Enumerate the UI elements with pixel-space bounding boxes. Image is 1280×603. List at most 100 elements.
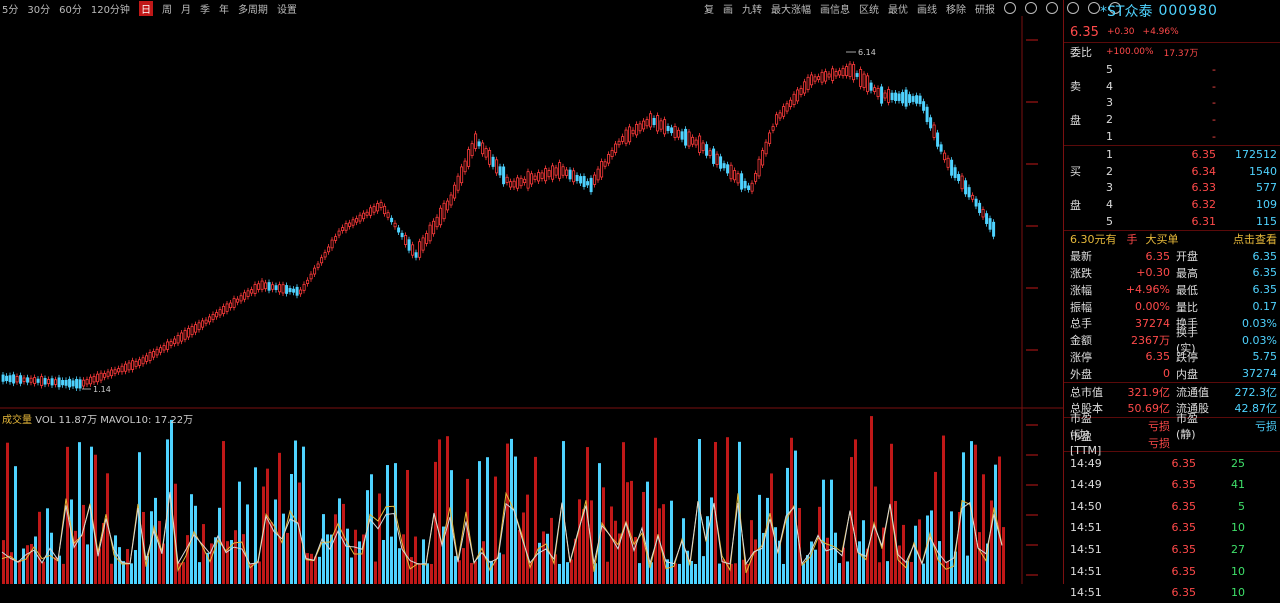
- volume-bar: [806, 555, 809, 584]
- candle-body: [586, 181, 590, 186]
- candle-body: [418, 241, 422, 258]
- volume-bar: [502, 554, 505, 584]
- tick-volume: 10: [1231, 586, 1245, 600]
- volume-bar: [434, 461, 437, 584]
- candle-body: [180, 332, 184, 342]
- volume-bar: [26, 545, 29, 584]
- candle-body: [211, 314, 215, 320]
- period-tab[interactable]: 120分钟: [90, 4, 130, 16]
- tool-button[interactable]: 最优: [888, 4, 908, 16]
- volume-bar: [934, 471, 937, 584]
- tool-button[interactable]: 画: [723, 4, 733, 16]
- candle-body: [344, 223, 348, 231]
- stat-row: 市盈(动) 亏损 市盈(静) 亏损: [1064, 412, 1280, 441]
- volume-bar: [702, 556, 705, 584]
- volume-bar: [630, 480, 633, 584]
- tool-button[interactable]: 画信息: [820, 4, 850, 16]
- candle-body: [481, 142, 485, 155]
- volume-bar: [34, 536, 37, 584]
- stat-row: 总股本 50.69亿 流通股 42.87亿: [1064, 400, 1280, 417]
- tool-button[interactable]: 移除: [946, 4, 966, 16]
- candle-body: [733, 170, 737, 181]
- period-tab[interactable]: 60分: [59, 4, 82, 16]
- weibi-value: +100.00%: [1106, 47, 1154, 57]
- stat-label: 涨幅: [1070, 283, 1092, 297]
- tool-button[interactable]: 画线: [917, 4, 937, 16]
- weibi-diff: 17.37万: [1163, 48, 1199, 59]
- candle-body: [127, 362, 131, 371]
- period-tab[interactable]: 30分: [27, 4, 51, 16]
- period-tab[interactable]: 设置: [276, 4, 297, 16]
- candle-body: [925, 106, 929, 123]
- candle-body: [834, 71, 838, 77]
- candle-body: [439, 207, 443, 226]
- volume-bar: [614, 520, 617, 584]
- candle-body: [29, 377, 33, 383]
- volume-bar: [262, 486, 265, 584]
- minus-icon[interactable]: [1109, 2, 1121, 14]
- big-order-promo[interactable]: 6.30元有 手 大买单 点击查看: [1064, 229, 1280, 248]
- volume-bar: [526, 494, 529, 584]
- volume-bar: [274, 499, 277, 584]
- volume-bar: [1002, 527, 1005, 584]
- volume-bar: [310, 553, 313, 584]
- candle-body: [201, 320, 205, 328]
- period-tab[interactable]: 周: [161, 4, 172, 16]
- eye-icon[interactable]: [1004, 2, 1016, 14]
- tools-toolbar: 复画九转 最大涨幅 画信息 区统 最优 画线 移除 研报: [704, 0, 1130, 16]
- candle-body: [792, 93, 796, 105]
- tick-list[interactable]: 14:49 6.35 25 14:49 6.35 41 14:50 6.35 5 14:51 6.3…: [1064, 451, 1280, 603]
- period-tab[interactable]: 季: [199, 4, 210, 16]
- candle-body: [306, 279, 310, 284]
- volume-bar: [334, 514, 337, 584]
- candle-body: [708, 150, 712, 156]
- candle-body: [215, 312, 219, 318]
- volume-bar: [650, 562, 653, 584]
- period-tab[interactable]: 日: [138, 0, 153, 16]
- volume-bar: [206, 552, 209, 584]
- period-tab[interactable]: 多周期: [237, 4, 268, 16]
- candle-body: [232, 298, 236, 308]
- volume-bar: [22, 548, 25, 584]
- candle-body: [985, 213, 989, 224]
- tool-button[interactable]: 研报: [975, 4, 995, 16]
- candle-body: [526, 171, 530, 189]
- volume-bar: [314, 556, 317, 584]
- stat-value: +0.30: [1136, 266, 1170, 280]
- order-book-level: 5: [1106, 215, 1113, 229]
- period-tab[interactable]: 年: [218, 4, 229, 16]
- tool-button[interactable]: 最大涨幅: [771, 4, 811, 16]
- target-icon[interactable]: [1088, 2, 1100, 14]
- tick-time: 14:51: [1070, 543, 1102, 556]
- tool-button[interactable]: 区统: [859, 4, 879, 16]
- candle-body: [946, 157, 950, 168]
- volume-bar: [330, 534, 333, 584]
- hand-icon[interactable]: [1067, 2, 1079, 14]
- volume-bar: [918, 519, 921, 584]
- candle-body: [845, 66, 849, 77]
- candle-body: [943, 152, 947, 161]
- candle-body: [719, 156, 723, 169]
- period-tab[interactable]: 5分: [2, 4, 19, 16]
- candle-body: [603, 161, 607, 167]
- kline-chart-area[interactable]: 6.14 1.14 5分 30分 60分 120分钟日周月季年多周期 设置 复画九转 最大涨…: [0, 0, 1121, 584]
- candle-body: [890, 92, 894, 100]
- candle-body: [12, 374, 16, 384]
- candle-body: [880, 86, 884, 104]
- candle-body: [89, 376, 93, 385]
- kline-chart[interactable]: 6.14 1.14: [0, 0, 1063, 584]
- tool-button[interactable]: 复: [704, 4, 714, 16]
- volume-bar: [254, 467, 257, 584]
- candle-body: [519, 177, 523, 187]
- volume-bar: [594, 563, 597, 584]
- promo-view-link[interactable]: 点击查看: [1233, 233, 1277, 247]
- volume-bar: [126, 548, 129, 584]
- refresh-icon[interactable]: [1025, 2, 1037, 14]
- tool-button[interactable]: 九转: [742, 4, 762, 16]
- candle-body: [687, 131, 691, 147]
- plus-icon[interactable]: [1046, 2, 1058, 14]
- period-tab[interactable]: 月: [180, 4, 191, 16]
- candle-body: [743, 180, 747, 189]
- candle-body: [663, 119, 667, 135]
- volume-bar: [874, 486, 877, 584]
